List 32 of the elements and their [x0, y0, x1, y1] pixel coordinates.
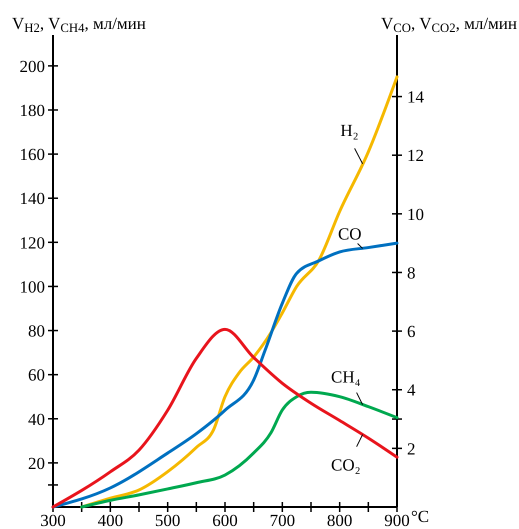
y2-tick-label: 8: [407, 263, 416, 282]
y-tick-label: 100: [20, 277, 45, 296]
y2-tick-label: 12: [407, 146, 424, 166]
y-tick-label: 160: [20, 145, 45, 164]
x-tick-label: 800: [326, 511, 352, 529]
x-tick-label: 500: [154, 511, 180, 529]
series-label: H₂: [340, 120, 359, 140]
y-tick-label: 180: [20, 100, 45, 120]
y2-tick-label: 2: [407, 439, 416, 458]
y2-tick-label: 4: [407, 380, 416, 400]
y2-tick-label: 14: [407, 88, 424, 107]
y-tick-label: 60: [28, 366, 45, 385]
series-label: CO: [338, 224, 362, 244]
y-tick-label: 120: [20, 233, 45, 252]
y2-tick-label: 10: [407, 204, 424, 224]
y-tick-label: 40: [28, 410, 45, 429]
series-label: CO₂: [331, 456, 361, 475]
y2-tick-label: 6: [407, 322, 416, 342]
y-tick-label: 140: [20, 189, 45, 208]
x-tick-label: 300: [40, 511, 66, 529]
y-tick-label: 200: [20, 56, 45, 76]
line-series: [80, 390, 398, 508]
y-axis-title: V$_{H2}$, V$_{CH4}$, мл/мин: [12, 14, 146, 36]
y2-axis-title: V$_{CO}$, V$_{CO2}$, мл/мин: [381, 14, 517, 36]
x-tick-label: 400: [98, 511, 124, 529]
y-tick-label: 20: [28, 454, 45, 473]
x-tick-label: 700: [270, 511, 296, 529]
series-label: CH₄: [331, 368, 361, 387]
x-axis-title: °C: [411, 507, 430, 526]
x-tick-label: 900: [384, 511, 410, 529]
x-tick-label: 600: [212, 511, 238, 529]
y-tick-label: 80: [28, 322, 45, 341]
